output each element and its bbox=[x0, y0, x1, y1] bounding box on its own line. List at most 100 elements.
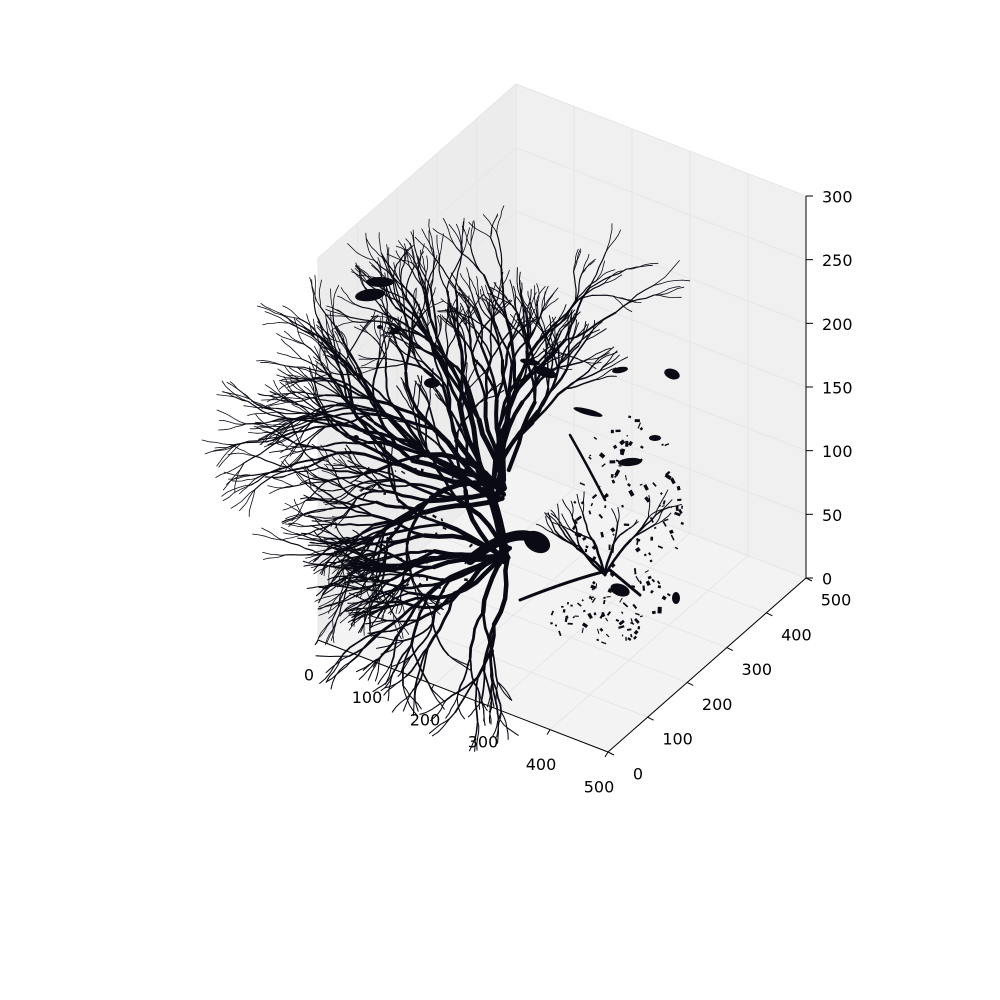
vessel-segment bbox=[324, 348, 329, 370]
vessel-segment bbox=[335, 382, 376, 402]
vessel-segment bbox=[318, 466, 367, 475]
vessel-segment bbox=[340, 553, 377, 572]
vessel-segment bbox=[416, 344, 458, 369]
vessel-segment bbox=[261, 399, 289, 402]
vessel-segment bbox=[307, 382, 318, 400]
voxel-fragment bbox=[584, 548, 587, 553]
y-axis-line bbox=[607, 577, 807, 753]
vessel-segment bbox=[402, 685, 418, 712]
vessel-segment bbox=[535, 523, 554, 534]
vessel-segment bbox=[505, 364, 514, 421]
voxel-blob bbox=[610, 583, 630, 597]
vessel-segment bbox=[308, 355, 318, 375]
vessel-segment bbox=[443, 218, 457, 248]
vessel-segment bbox=[417, 249, 422, 272]
voxel-blob bbox=[355, 288, 385, 302]
vessel-segment bbox=[360, 483, 382, 492]
vessel-segment bbox=[286, 394, 327, 403]
vessel-segment bbox=[316, 373, 342, 397]
vessel-segment bbox=[334, 475, 355, 486]
x-tick bbox=[314, 639, 319, 646]
vessel-segment bbox=[337, 352, 362, 377]
z-tick-label: 300 bbox=[822, 188, 853, 207]
z-tick-label: 150 bbox=[822, 379, 853, 398]
vessel-segment bbox=[385, 662, 393, 685]
voxel-fragment bbox=[630, 622, 635, 625]
vessel-segment bbox=[387, 496, 433, 527]
vessel-segment bbox=[269, 391, 294, 402]
vessel-segment bbox=[414, 236, 435, 258]
vessel-segment bbox=[548, 315, 556, 340]
vessel-segment bbox=[322, 569, 342, 590]
voxel-fragment bbox=[614, 469, 621, 477]
vessel-segment bbox=[359, 375, 393, 405]
vessel-segment bbox=[351, 561, 377, 568]
x-tick-label: 200 bbox=[410, 710, 441, 729]
vessel-segment bbox=[428, 287, 436, 309]
vessel-segment bbox=[351, 611, 373, 622]
vessel-segment bbox=[359, 324, 374, 338]
vessel-segment bbox=[282, 500, 306, 511]
voxel-fragment bbox=[612, 533, 615, 536]
vessel-segment bbox=[570, 529, 595, 542]
voxel-fragment bbox=[562, 609, 566, 613]
vessel-segment bbox=[480, 344, 498, 402]
vessel-segment bbox=[343, 496, 359, 516]
vessel-segment bbox=[256, 360, 288, 367]
vessel-segment bbox=[554, 529, 581, 547]
vessel-segment bbox=[531, 320, 548, 338]
voxel-fragment bbox=[585, 545, 589, 549]
vessel-segment bbox=[297, 472, 327, 483]
vessel-segment bbox=[578, 544, 607, 577]
vessel-segment bbox=[261, 401, 288, 409]
vessel-segment bbox=[311, 517, 338, 522]
voxel-fragment bbox=[394, 527, 398, 530]
vessel-segment bbox=[361, 358, 380, 367]
voxel-fragment bbox=[385, 536, 391, 542]
vessel-segment bbox=[369, 589, 395, 611]
vessel-segment bbox=[355, 367, 380, 369]
voxel-fragment bbox=[561, 605, 564, 608]
vessel-segment bbox=[384, 314, 391, 338]
vessel-segment bbox=[253, 402, 278, 413]
voxel-fragment bbox=[669, 529, 674, 535]
voxel-fragment bbox=[637, 626, 641, 630]
vessel-segment bbox=[592, 539, 607, 577]
vessel-segment bbox=[390, 549, 437, 581]
vessel-segment bbox=[350, 316, 386, 323]
vessel-segment bbox=[625, 262, 659, 270]
vessel-segment bbox=[398, 240, 413, 264]
voxel-fragment bbox=[601, 641, 607, 645]
x-tick bbox=[604, 751, 609, 758]
vessel-segment bbox=[496, 680, 513, 702]
vessel-segment bbox=[279, 382, 297, 397]
voxel-fragment bbox=[653, 526, 657, 530]
voxel-fragment bbox=[606, 596, 611, 598]
vessel-segment bbox=[390, 327, 407, 374]
vessel-segment bbox=[317, 602, 342, 609]
vessel-segment bbox=[370, 315, 395, 321]
vessel-segment bbox=[547, 344, 554, 365]
vessel-segment bbox=[514, 294, 528, 317]
vessel-segment bbox=[570, 500, 574, 520]
vessel-segment bbox=[313, 345, 324, 368]
vessel-segment bbox=[433, 353, 445, 389]
voxel-fragment bbox=[621, 504, 624, 508]
vessel-segment bbox=[587, 347, 612, 360]
vessel-segment bbox=[367, 466, 382, 485]
vessel-segment bbox=[454, 246, 463, 289]
vessel-segment bbox=[447, 654, 470, 666]
vessel-segment bbox=[430, 249, 435, 290]
vessel-segment bbox=[247, 411, 278, 416]
x-tick-label: 500 bbox=[584, 778, 615, 797]
voxel-fragment bbox=[588, 510, 592, 515]
vessel-segment bbox=[291, 500, 306, 522]
y-tick-label: 500 bbox=[821, 591, 852, 610]
vessel-segment bbox=[284, 397, 308, 399]
grid-line-z-left bbox=[317, 83, 517, 259]
vessel-segment bbox=[358, 354, 380, 359]
voxel-fragment bbox=[661, 505, 665, 508]
vessel-segment bbox=[396, 385, 414, 412]
vessel-segment bbox=[288, 391, 327, 396]
vessel-segment bbox=[567, 313, 570, 337]
